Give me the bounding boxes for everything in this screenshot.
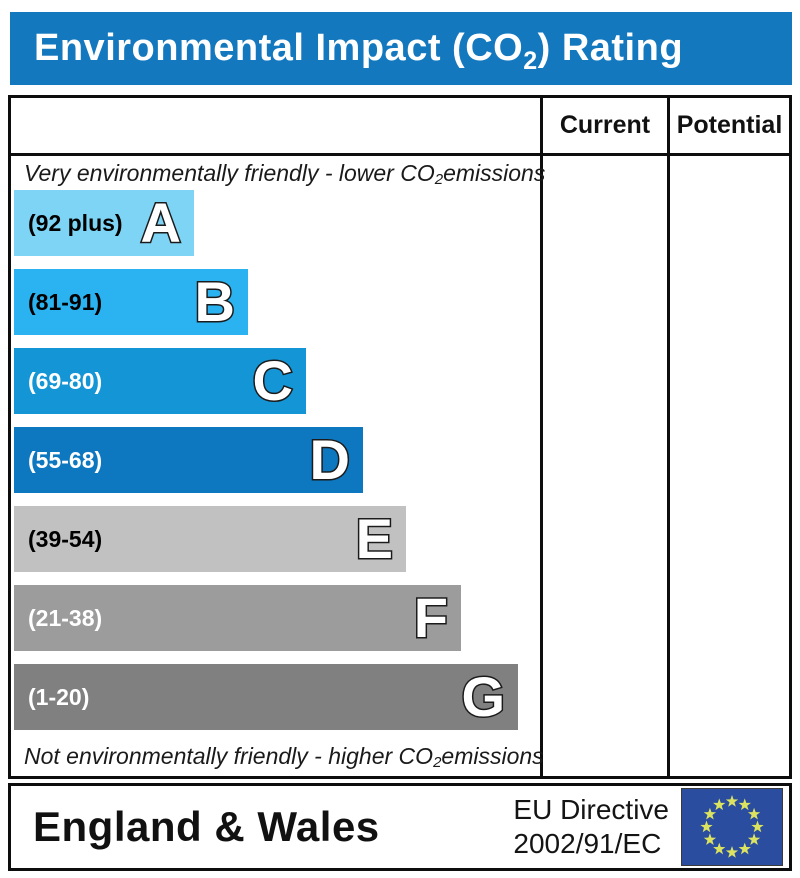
potential-column-body	[667, 156, 789, 776]
top-note-subscript: 2	[434, 170, 444, 188]
band-a: (92 plus) A	[14, 190, 194, 256]
title-subscript: 2	[523, 47, 538, 75]
band-letter: G	[460, 665, 507, 728]
bands: (92 plus) A (81-91) B (69-80) C (55-68) D (39-54…	[11, 190, 540, 730]
band-letter: E	[354, 507, 394, 570]
band-g: (1-20) G	[14, 664, 518, 730]
band-range-label: (69-80)	[28, 367, 103, 394]
footer: England & Wales EU Directive 2002/91/EC	[8, 783, 792, 871]
region-label: England & Wales	[33, 803, 380, 850]
band-range-label: (1-20)	[28, 683, 90, 710]
bottom-note: Not environmentally friendly - higher CO…	[24, 742, 544, 771]
current-column-body	[540, 156, 667, 776]
band-letter: D	[308, 428, 351, 491]
band-range-label: (81-91)	[28, 288, 103, 315]
title-bar: Environmental Impact (CO2) Rating	[10, 12, 792, 85]
bottom-note-subscript: 2	[433, 753, 442, 771]
band-c: (69-80) C	[14, 348, 306, 414]
eu-directive-label: EU Directive 2002/91/EC	[513, 793, 681, 860]
page-title: Environmental Impact (CO2) Rating	[34, 27, 684, 75]
rating-table: Current Potential Very environmentally f…	[8, 95, 792, 779]
header-spacer-cell	[11, 98, 540, 156]
eu-directive-line1: EU Directive	[513, 794, 669, 826]
header-potential-cell: Potential	[667, 98, 789, 156]
top-note: Very environmentally friendly - lower CO…	[24, 159, 546, 188]
band-letter: F	[412, 586, 449, 649]
band-e: (39-54) E	[14, 506, 406, 572]
current-column-label: Current	[559, 111, 651, 139]
band-b: (81-91) B	[14, 269, 248, 335]
band-range-label: (39-54)	[28, 525, 103, 552]
potential-column-label: Potential	[676, 111, 783, 139]
band-letter: B	[193, 270, 236, 333]
band-letter: A	[139, 191, 182, 254]
band-range-label: (21-38)	[28, 604, 103, 631]
band-f: (21-38) F	[14, 585, 461, 651]
band-d: (55-68) D	[14, 427, 363, 493]
eu-flag-icon	[681, 788, 783, 866]
band-letter: C	[251, 349, 294, 412]
bands-panel: Very environmentally friendly - lower CO…	[11, 156, 546, 776]
band-range-label: (55-68)	[28, 446, 103, 473]
band-range-label: (92 plus)	[28, 209, 123, 236]
eu-directive-line2: 2002/91/EC	[513, 828, 662, 859]
header-current-cell: Current	[540, 98, 667, 156]
